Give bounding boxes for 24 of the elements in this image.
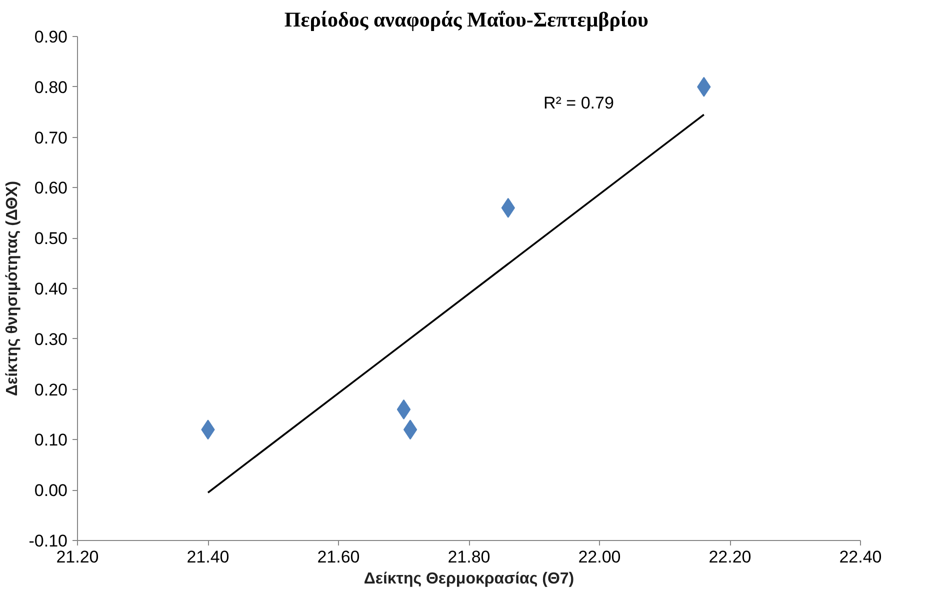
x-tick-label: 21.20 bbox=[56, 548, 99, 566]
y-tick-label: 0.20 bbox=[34, 380, 68, 400]
x-tick-label: 22.00 bbox=[578, 548, 621, 566]
chart-title: Περίοδος αναφοράς Μαΐου-Σεπτεμβρίου bbox=[284, 8, 648, 32]
x-tick-label: 22.40 bbox=[839, 548, 882, 566]
y-tick-label: 0.70 bbox=[34, 128, 68, 148]
y-tick-label: 0.40 bbox=[34, 280, 68, 298]
x-tick-label: 22.20 bbox=[708, 548, 752, 566]
x-axis-title: Δείκτης Θερμοκρασίας (Θ7) bbox=[364, 570, 574, 588]
x-tick-label: 21.60 bbox=[317, 548, 360, 566]
point bbox=[396, 399, 411, 420]
annotation: R² = 0.79 bbox=[544, 94, 614, 113]
y-tick-label: 0.10 bbox=[34, 430, 68, 450]
y-tick-label: 0.30 bbox=[34, 330, 68, 349]
y-tick-label: -0.10 bbox=[28, 532, 68, 550]
y-axis-title: Δείκτης θνησιμότητας (ΔΘΧ) bbox=[4, 180, 21, 396]
y-tick-label: 0.90 bbox=[34, 28, 68, 46]
y-tick-label: 0.60 bbox=[34, 178, 68, 198]
y-tick-label: 0.50 bbox=[34, 229, 68, 248]
x-tick-label: 21.80 bbox=[448, 548, 490, 566]
x-tick-label: 21.40 bbox=[186, 548, 230, 566]
point bbox=[403, 420, 418, 440]
y-tick-label: 0.80 bbox=[34, 78, 68, 97]
y-tick-label: 0.00 bbox=[34, 481, 68, 500]
